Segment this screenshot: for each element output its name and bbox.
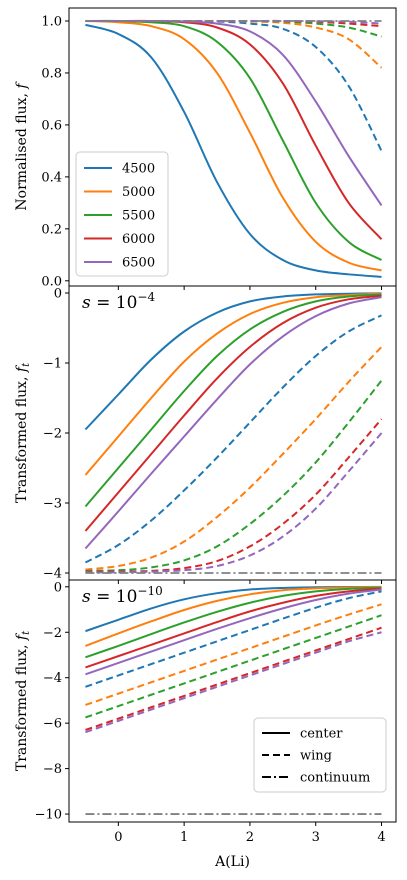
legend-linestyle: center wing continuum <box>253 717 387 793</box>
y-tick-label: 0 <box>54 287 62 302</box>
series-group <box>85 585 382 815</box>
series-line-5000-wing <box>85 603 382 706</box>
series-line-5500-center <box>85 586 382 659</box>
panel-bottom: −10 −8 −6 −4 −2 0 0 1 2 3 4 Transformed flux, ft A(L… <box>14 579 397 870</box>
legend-label-5000: 5000 <box>122 185 155 200</box>
legend-label-6500: 6500 <box>122 256 155 271</box>
series-line-6000-center <box>84 294 382 532</box>
y-tick-label: −2 <box>43 626 62 641</box>
series-line-6500-wing <box>85 432 383 574</box>
series-line-6000-center <box>85 587 382 669</box>
panel-middle: −4 −3 −2 −1 0 Transformed flux, ft s = 10−4 <box>14 285 397 584</box>
legend-label-5500: 5500 <box>122 209 155 224</box>
series-line-5500-wing <box>85 614 382 719</box>
x-tick-label: 1 <box>180 830 188 845</box>
legend-label-6000: 6000 <box>122 232 155 247</box>
series-group <box>84 292 383 574</box>
legend-label-wing: wing <box>300 749 332 764</box>
panel-top: 0.0 0.2 0.4 0.6 0.8 1.0 Normalised flux, f 4500… <box>14 7 397 290</box>
legend-temperature: 4500 5000 5500 6000 6500 <box>75 151 169 277</box>
series-line-6000-wing <box>85 418 383 573</box>
x-tick-label: 0 <box>114 830 122 845</box>
series-line-5500-wing <box>85 379 383 572</box>
y-tick-label: −6 <box>43 717 62 732</box>
y-tick-label: 0.0 <box>41 274 62 289</box>
y-tick-label: −3 <box>43 497 62 512</box>
legend-label-center: center <box>300 727 343 742</box>
y-tick-label: −10 <box>35 808 62 823</box>
legend-box <box>75 151 169 277</box>
y-tick-label: 0.6 <box>41 118 62 133</box>
series-line-4500-wing <box>85 590 382 688</box>
x-tick-label: 2 <box>246 830 254 845</box>
y-tick-label: −8 <box>43 762 62 777</box>
series-line-4500-center <box>84 292 382 431</box>
y-tick-label: −2 <box>43 427 62 442</box>
series-line-4500-center <box>85 23 382 278</box>
y-axis-label: Transformed flux, ft <box>14 362 32 503</box>
x-tick-label: 4 <box>377 830 385 845</box>
y-tick-label: 0.4 <box>41 170 62 185</box>
series-line-5000-center <box>84 292 382 476</box>
series-line-6000-wing <box>85 626 382 731</box>
y-tick-label: 1.0 <box>41 14 62 29</box>
series-line-5000-wing <box>85 346 383 571</box>
legend-label-continuum: continuum <box>300 771 370 786</box>
y-tick-label: −4 <box>43 671 62 686</box>
y-tick-label: 0 <box>54 580 62 595</box>
y-tick-label: −1 <box>43 357 62 372</box>
y-tick-label: 0.8 <box>41 66 62 81</box>
legend-box <box>253 717 387 793</box>
series-line-6500-center <box>84 296 382 550</box>
legend-label-4500: 4500 <box>122 162 155 177</box>
axes-frame <box>68 579 397 823</box>
x-tick-label: 3 <box>312 830 320 845</box>
y-tick-label: 0.2 <box>41 222 62 237</box>
y-axis-label: Normalised flux, f <box>14 81 30 211</box>
y-axis-label: Transformed flux, ft <box>14 630 32 771</box>
series-line-5500-center <box>84 293 382 508</box>
series-group <box>85 19 383 278</box>
series-line-5000-wing <box>85 19 383 69</box>
series-line-6500-center <box>85 588 382 676</box>
series-line-6500-wing <box>85 631 382 734</box>
panel-annotation: s = 10−4 <box>82 290 155 313</box>
y-tick-label: −4 <box>43 567 62 582</box>
x-axis-label: A(Li) <box>214 854 250 870</box>
series-line-5000-center <box>85 586 382 647</box>
panel-annotation: s = 10−10 <box>82 584 163 607</box>
series-line-4500-wing <box>84 314 382 564</box>
series-line-5000-center <box>85 19 382 272</box>
